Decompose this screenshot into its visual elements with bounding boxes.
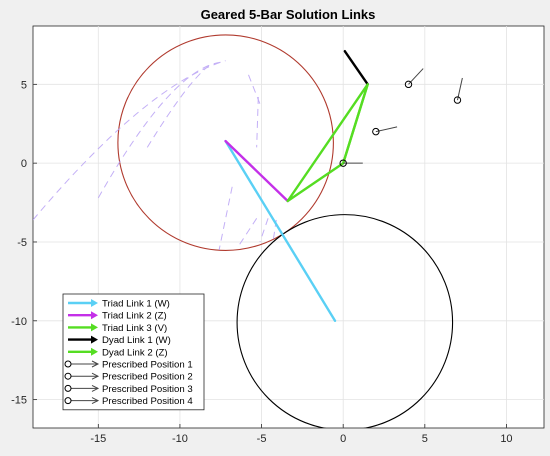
series-4-line <box>343 50 369 86</box>
ghost-traces <box>33 60 277 250</box>
series-9-direction <box>456 77 463 101</box>
series-1-line <box>224 139 337 322</box>
x-tick-label: -5 <box>257 433 267 445</box>
legend-label: Prescribed Position 1 <box>102 360 193 371</box>
series-6-marker <box>339 159 347 167</box>
legend-symbol-arrow <box>91 299 98 307</box>
ghost-stroke <box>259 218 269 243</box>
ghost-stroke <box>236 218 258 249</box>
y-tick-label: -5 <box>17 237 27 249</box>
legend-symbol-arrow <box>91 323 98 332</box>
legend-symbol-arrow <box>91 384 100 392</box>
y-tick-label: 5 <box>21 79 27 91</box>
plot-marks <box>33 34 463 428</box>
y-tick-label: -10 <box>11 316 27 328</box>
legend-label: Triad Link 2 (Z) <box>102 311 167 322</box>
legend-symbol-arrow <box>91 360 100 368</box>
legend-symbol-arrow <box>91 311 98 320</box>
legend-symbol-arrow <box>91 372 100 380</box>
legend-symbol-marker <box>64 372 72 380</box>
legend-symbol-arrow <box>91 335 98 344</box>
x-tick-label: -15 <box>90 433 106 445</box>
ghost-stroke <box>218 186 233 250</box>
series-5-line <box>342 83 369 165</box>
legend-label: Triad Link 1 (W) <box>102 299 170 310</box>
legend: Triad Link 1 (W)Triad Link 2 (Z)Triad Li… <box>62 293 205 411</box>
legend-symbol-arrow <box>91 347 98 356</box>
legend-symbol-marker <box>64 397 72 405</box>
chart-title: Geared 5-Bar Solution Links <box>201 7 376 22</box>
legend-symbol-arrow <box>91 397 100 405</box>
legend-symbol-marker <box>64 384 72 392</box>
ghost-stroke <box>248 74 263 109</box>
x-tick-label: -10 <box>172 433 188 445</box>
triad-circle <box>117 34 334 251</box>
legend-label: Dyad Link 1 (W) <box>102 335 171 346</box>
series-7-marker <box>372 127 380 136</box>
legend-label: Prescribed Position 2 <box>102 372 193 383</box>
series-9-marker <box>453 96 462 104</box>
legend-label: Prescribed Position 3 <box>102 384 193 395</box>
legend-symbol-marker <box>64 360 72 368</box>
series-8-marker <box>404 80 413 89</box>
x-tick-label: 5 <box>422 433 428 445</box>
legend-label: Dyad Link 2 (Z) <box>102 347 168 358</box>
y-tick-label: 0 <box>21 158 27 170</box>
ghost-stroke <box>256 96 259 148</box>
legend-label: Prescribed Position 4 <box>102 396 193 407</box>
series-2-line <box>224 139 289 203</box>
x-tick-label: 0 <box>340 433 346 445</box>
dyad-circle <box>236 214 454 428</box>
x-tick-label: 10 <box>500 433 512 445</box>
tick-labels: -15 -10 -5 0 5 10 5 0 -5 -10 -15 <box>11 79 512 445</box>
ghost-arc <box>146 65 210 148</box>
legend-label: Triad Link 3 (V) <box>102 323 167 334</box>
y-tick-label: -15 <box>11 395 27 407</box>
